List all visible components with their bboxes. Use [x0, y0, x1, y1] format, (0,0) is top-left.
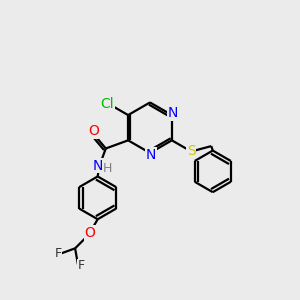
- Text: F: F: [77, 259, 85, 272]
- Text: O: O: [84, 226, 95, 240]
- Text: N: N: [92, 159, 103, 173]
- Text: H: H: [103, 162, 112, 175]
- Text: N: N: [146, 148, 156, 162]
- Text: F: F: [55, 248, 62, 260]
- Text: S: S: [187, 145, 196, 158]
- Text: O: O: [88, 124, 99, 138]
- Text: N: N: [168, 106, 178, 120]
- Text: Cl: Cl: [100, 97, 114, 111]
